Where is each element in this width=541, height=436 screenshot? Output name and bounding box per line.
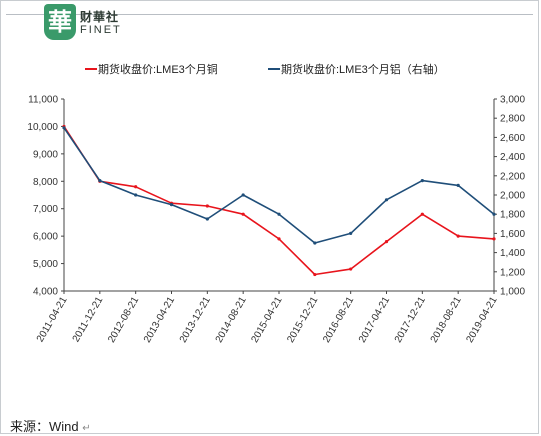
chart-axes: 4,000 5,000 6,000 7,000 8,000 9,000 10,000 11,0…	[27, 95, 525, 345]
source-text: 来源：Wind	[10, 419, 79, 434]
x-tick-label: 2016-08-21	[321, 295, 356, 345]
data-point	[349, 267, 353, 271]
y-right-tick-label: 2,800	[500, 114, 525, 125]
y-right-tick-label: 2,000	[500, 191, 525, 202]
y-right-tick-label: 1,600	[500, 229, 525, 240]
x-tick-label: 2013-04-21	[142, 295, 177, 345]
data-point	[384, 198, 389, 202]
y-right-tick-label: 1,400	[500, 248, 525, 259]
data-point	[62, 126, 66, 130]
paragraph-mark: ↵	[82, 423, 91, 434]
legend-label: 期货收盘价:LME3个月铝（右轴）	[281, 62, 445, 76]
data-point	[277, 237, 281, 241]
x-tick-label: 2011-12-21	[71, 295, 106, 345]
y-right-tick-label: 1,200	[500, 267, 525, 278]
data-point	[205, 204, 209, 208]
x-tick-label: 2017-04-21	[357, 295, 392, 345]
brand-name-en: FINET	[80, 24, 122, 36]
data-point	[241, 193, 245, 197]
data-point	[456, 183, 460, 187]
series-layer	[62, 124, 496, 277]
x-tick-label: 2018-08-21	[429, 295, 464, 345]
header-divider	[6, 14, 533, 15]
x-tick-label: 2011-04-21	[35, 295, 70, 345]
y-right-tick-label: 2,400	[500, 152, 525, 163]
data-point	[349, 231, 353, 235]
x-tick-label: 2014-08-21	[214, 295, 249, 345]
x-tick-label: 2015-04-21	[249, 295, 284, 345]
x-tick-label: 2013-12-21	[178, 295, 213, 345]
x-tick-label: 2019-04-21	[464, 295, 499, 345]
legend: 期货收盘价:LME3个月铜 期货收盘价:LME3个月铝（右轴）	[85, 62, 445, 76]
y-left-tick-label: 11,000	[28, 95, 58, 106]
x-tick-label: 2017-12-21	[393, 295, 428, 345]
data-point	[492, 237, 496, 241]
data-point	[241, 212, 245, 216]
y-left-tick-label: 6,000	[33, 232, 58, 243]
y-right-tick-label: 2,600	[500, 133, 525, 144]
y-left-tick-label: 10,000	[27, 122, 58, 133]
x-tick-label: 2012-08-21	[106, 295, 141, 345]
series-line-copper	[63, 125, 495, 276]
legend-label: 期货收盘价:LME3个月铜	[98, 62, 218, 76]
finet-logo: 華	[44, 4, 76, 40]
brand-name-cn: 财華社	[80, 10, 120, 24]
data-point	[169, 203, 174, 207]
data-point	[98, 179, 102, 183]
y-right-tick-label: 3,000	[500, 95, 525, 106]
data-point	[384, 240, 389, 244]
y-left-tick-label: 4,000	[33, 287, 58, 298]
data-point	[313, 241, 317, 245]
x-tick-label: 2015-12-21	[285, 295, 320, 345]
data-point	[277, 212, 281, 216]
y-left-tick-label: 8,000	[33, 177, 58, 188]
source-note: 来源：Wind ↵	[10, 416, 91, 435]
data-point	[313, 272, 317, 277]
y-left-tick-label: 5,000	[33, 259, 58, 270]
data-point	[492, 212, 496, 216]
y-right-tick-label: 2,200	[500, 171, 525, 182]
data-point	[420, 212, 424, 216]
data-point	[456, 234, 460, 238]
y-left-tick-label: 9,000	[33, 149, 58, 160]
y-right-tick-label: 1,800	[500, 210, 525, 221]
y-left-tick-label: 7,000	[33, 204, 58, 215]
y-right-tick-label: 1,000	[500, 287, 525, 298]
data-point	[420, 179, 424, 183]
data-point	[134, 193, 138, 197]
data-point	[205, 217, 209, 221]
data-point	[134, 185, 138, 189]
